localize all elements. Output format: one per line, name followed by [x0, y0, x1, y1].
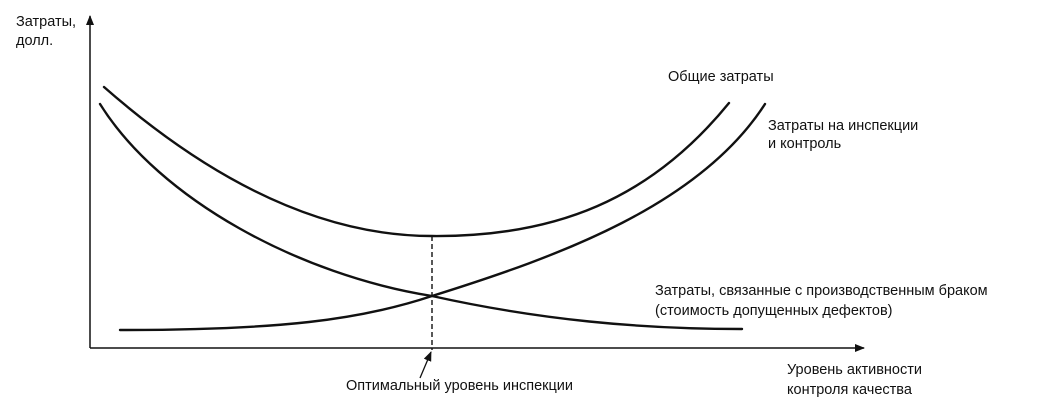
x-axis-label-line-2: контроля качества — [787, 382, 913, 398]
total-costs-curve — [102, 85, 731, 238]
optimal-level-arrow — [419, 351, 432, 379]
total-costs-label: Общие затраты — [668, 69, 774, 85]
inspection-costs-curve — [118, 102, 767, 332]
y-axis-label-line-2: долл. — [16, 33, 53, 49]
inspection-costs-label-line-1: Затраты на инспекции — [768, 118, 918, 134]
defect-costs-label-line-2: (стоимость допущенных дефектов) — [655, 303, 893, 319]
x-axis-label-line-1: Уровень активности — [787, 362, 922, 378]
y-axis-label-line-1: Затраты, — [16, 14, 76, 30]
optimal-level-label: Оптимальный уровень инспекции — [346, 378, 573, 394]
inspection-costs-label-line-2: и контроль — [768, 136, 841, 152]
defect-costs-label-line-1: Затраты, связанные с производственным бр… — [655, 283, 988, 299]
defect-costs-curve — [98, 102, 744, 331]
